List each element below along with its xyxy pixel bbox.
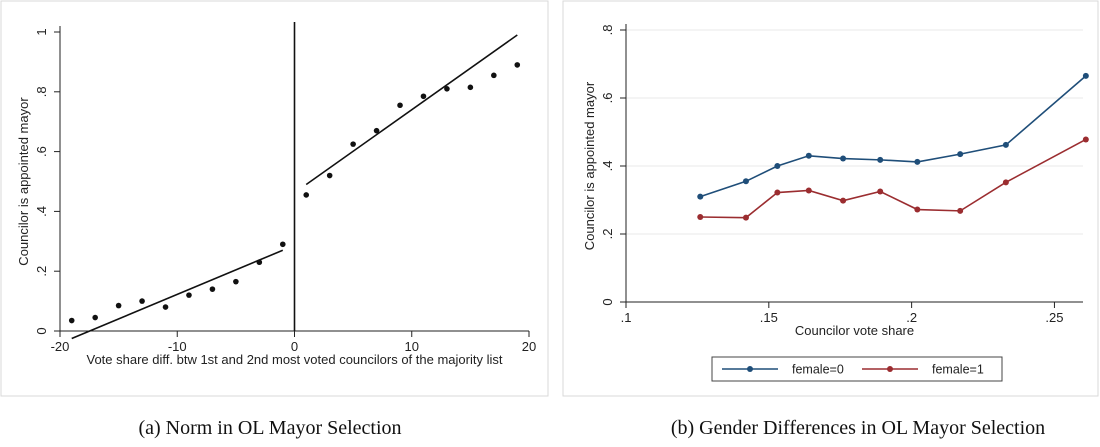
scatter-point: [467, 84, 474, 91]
legend: female=0 female=1: [711, 356, 1003, 382]
x-tick-label: .1: [621, 310, 632, 325]
x-tick-label: .25: [1045, 310, 1063, 325]
scatter-point: [350, 141, 356, 147]
right-panel-frame: [562, 0, 1099, 397]
series-point: [805, 187, 812, 194]
series-point: [805, 152, 812, 159]
scatter-point: [209, 286, 216, 292]
chart-gender-differences: 0 .2 .4 .6 .8 .1 .15 .2 .25 Councilor vote share C…: [582, 24, 1089, 382]
legend-swatch-marker: [887, 366, 893, 372]
scatter-point: [233, 278, 239, 285]
x-tick-label: -20: [51, 339, 70, 354]
series-point: [1082, 72, 1089, 79]
y-tick-label: 1: [34, 28, 49, 35]
x-tick-label: .15: [760, 310, 778, 325]
series-point: [1002, 179, 1009, 186]
x-tick-label: .2: [906, 310, 917, 325]
series-point: [914, 158, 921, 165]
legend-label: female=0: [792, 363, 844, 377]
scatter-point: [115, 302, 122, 309]
x-tick-label: 10: [405, 339, 419, 354]
series-point: [914, 206, 921, 213]
series-point: [840, 197, 847, 204]
series-point: [742, 214, 749, 221]
y-axis-title: Councilor is appointed mayor: [16, 97, 31, 266]
legend-swatch-marker: [747, 366, 753, 372]
caption-left: (a) Norm in OL Mayor Selection: [138, 417, 401, 439]
series-point: [742, 178, 749, 185]
scatter-point: [397, 102, 403, 109]
y-tick-label: 0: [600, 298, 615, 305]
scatter-point: [68, 317, 75, 324]
scatter-point: [420, 93, 427, 100]
scatter-point: [326, 172, 333, 179]
scatter-point: [162, 304, 169, 310]
y-tick-label: .4: [600, 161, 615, 172]
y-tick-label: .4: [34, 206, 49, 217]
series-line: [700, 138, 1087, 219]
scatter-point: [256, 259, 263, 266]
x-tick-label: -10: [168, 339, 187, 354]
series-point: [957, 151, 964, 158]
scatter-point: [186, 292, 192, 298]
series-point: [877, 156, 884, 163]
series-point: [840, 155, 847, 162]
legend-label: female=1: [932, 363, 984, 377]
chart-norm-ol-mayor: 0 .2 .4 .6 .8 1 -20 -10 0 10 20 Vote share diff. bt…: [16, 22, 536, 367]
x-tick-label: 0: [291, 339, 298, 354]
series-line: [700, 75, 1087, 198]
series-point: [774, 163, 781, 169]
series-point: [877, 188, 884, 195]
scatter-point: [279, 241, 286, 248]
y-tick-label: .6: [600, 93, 615, 104]
y-tick-label: .8: [34, 86, 49, 97]
series-point: [1002, 141, 1009, 148]
scatter-point: [444, 86, 450, 92]
caption-right: (b) Gender Differences in OL Mayor Selec…: [671, 417, 1045, 439]
scatter-point: [373, 127, 380, 134]
y-tick-label: .6: [34, 146, 49, 157]
series-point: [957, 207, 964, 214]
x-axis-title: Councilor vote share: [795, 323, 914, 338]
series-point: [697, 214, 704, 220]
scatter-point: [514, 62, 521, 68]
y-axis-title: Councilor is appointed mayor: [582, 81, 597, 250]
left-panel-frame: [0, 0, 549, 397]
fit-line: [305, 34, 518, 186]
x-axis-title: Vote share diff. btw 1st and 2nd most vo…: [87, 352, 503, 367]
y-tick-label: .2: [34, 266, 49, 277]
scatter-point: [491, 72, 497, 79]
y-tick-label: .2: [600, 229, 615, 240]
scatter-point: [92, 314, 98, 321]
scatter-point: [139, 298, 145, 304]
y-tick-label: .8: [600, 25, 615, 36]
fit-line: [71, 249, 284, 340]
series-point: [774, 189, 781, 196]
y-tick-label: 0: [34, 327, 49, 334]
series-point: [697, 193, 704, 200]
series-point: [1082, 136, 1089, 143]
scatter-point: [303, 192, 310, 198]
x-tick-label: 20: [522, 339, 536, 354]
